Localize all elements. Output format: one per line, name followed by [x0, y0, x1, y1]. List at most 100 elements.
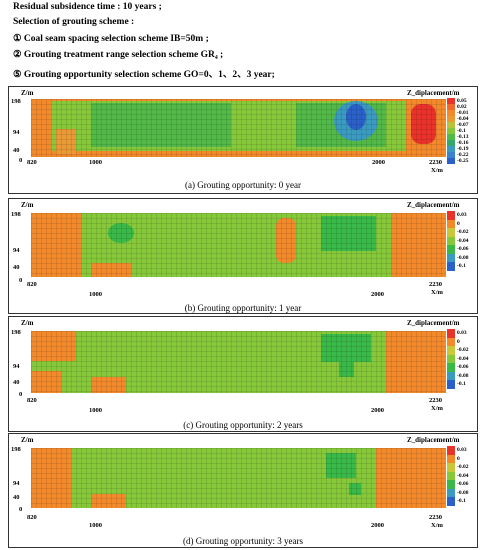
colorbar-entry: -0.13 [447, 134, 468, 140]
colorbar-entry: -0.1 [447, 497, 466, 506]
colorbar-swatch [447, 134, 455, 140]
colorbar-label: -0.04 [457, 116, 469, 122]
colorbar-swatch [447, 488, 455, 497]
colorbar-swatch [447, 158, 455, 164]
colorbar-label: -0.08 [457, 489, 469, 496]
colorbar-label: -0.02 [457, 464, 469, 471]
z-tick-94: 94 [13, 480, 20, 487]
colorbar-swatch [447, 371, 455, 380]
z-tick-198: 198 [11, 98, 21, 105]
x-tick-2000: 2000 [371, 291, 384, 298]
z-tick-94: 94 [13, 129, 20, 136]
z-axis-label: Z/m [21, 319, 34, 327]
z-axis-label: Z/m [21, 89, 34, 97]
colorbar-swatch [447, 245, 455, 254]
caption-a: (a) Grouting opportunity: 0 year [185, 180, 301, 190]
x-tick-2000: 2000 [372, 159, 385, 166]
colorbar-entry: -0.04 [447, 471, 469, 480]
colorbar-swatch [447, 104, 455, 110]
colorbar-label: -0.25 [457, 158, 469, 164]
colorbar-label: 0 [457, 455, 460, 462]
subsidence-time-text: Residual subsidence time : 10 years ; [13, 2, 162, 12]
colorbar-entry: -0.06 [447, 245, 468, 254]
colorbar-swatch [447, 346, 455, 355]
x-tick-1000: 1000 [89, 159, 102, 166]
x-tick-820: 820 [27, 159, 37, 166]
z-tick-40: 40 [13, 494, 20, 501]
colorbar-label: -0.04 [457, 355, 469, 362]
colorbar-title: Z_diplacement/m [407, 201, 460, 209]
colorbar-swatch [447, 128, 455, 134]
colorbar-label: -0.02 [457, 347, 469, 354]
colorbar-swatch [447, 253, 455, 262]
z-tick-0: 0 [19, 277, 23, 284]
colorbar-entry: -0.06 [447, 363, 468, 372]
colorbar-label: -0.04 [457, 472, 469, 479]
colorbar-entry: -0.01 [447, 110, 468, 116]
colorbar-label: -0.1 [457, 263, 466, 270]
colorbar-entry: 0 [447, 454, 460, 463]
colorbar-entry: 0.03 [447, 446, 467, 455]
colorbar-swatch [447, 211, 455, 220]
scheme-title: Selection of grouting scheme : [13, 17, 135, 27]
x-tick-2230: 2230 [429, 397, 442, 404]
colorbar-entry: -0.25 [447, 158, 468, 164]
contour-plot-b [31, 213, 446, 277]
colorbar-entry: -0.1 [447, 380, 466, 389]
z-axis-label: Z/m [21, 436, 34, 444]
scheme-range: ② Grouting treatment range selection sch… [13, 50, 224, 60]
panel-b: Z/m 198 94 40 0 820 1000 2000 2230 X/m Z… [8, 198, 478, 314]
colorbar-entry: 0.03 [447, 211, 467, 220]
colorbar-entry: -0.02 [447, 346, 468, 355]
x-tick-820: 820 [27, 281, 37, 288]
colorbar-entry: -0.22 [447, 152, 468, 158]
scheme-opportunity: ⑤ Grouting opportunity selection scheme … [13, 70, 275, 80]
z-tick-198: 198 [11, 446, 21, 453]
colorbar-entry: -0.1 [447, 262, 466, 271]
colorbar-swatch [447, 480, 455, 489]
colorbar-swatch [447, 98, 455, 104]
colorbar-label: -0.07 [457, 122, 469, 128]
colorbar-swatch [447, 471, 455, 480]
colorbar-swatch [447, 110, 455, 116]
x-tick-2230: 2230 [429, 281, 442, 288]
colorbar-title: Z_diplacement/m [407, 89, 460, 97]
colorbar-label: -0.08 [457, 254, 469, 261]
colorbar-swatch [447, 337, 455, 346]
caption-d: (d) Grouting opportunity: 3 years [183, 536, 303, 546]
colorbar-entry: -0.08 [447, 371, 468, 380]
colorbar-label: -0.01 [457, 110, 469, 116]
colorbar-label: -0.1 [457, 498, 466, 505]
colorbar-label: -0.22 [457, 152, 469, 158]
colorbar-swatch [447, 219, 455, 228]
colorbar-label: -0.1 [457, 128, 466, 134]
colorbar-swatch [447, 354, 455, 363]
z-tick-94: 94 [13, 363, 20, 370]
colorbar-entry: -0.04 [447, 354, 469, 363]
colorbar-swatch [447, 363, 455, 372]
x-tick-820: 820 [27, 397, 37, 404]
colorbar-label: -0.06 [457, 481, 469, 488]
colorbar-label: 0.03 [457, 330, 467, 337]
colorbar-label: -0.1 [457, 381, 466, 388]
x-tick-2000: 2000 [371, 407, 384, 414]
z-tick-40: 40 [13, 264, 20, 271]
x-axis-label: X/m [431, 289, 443, 296]
colorbar-swatch [447, 380, 455, 389]
colorbar-label: 0.03 [457, 212, 467, 219]
colorbar-entry: -0.02 [447, 228, 468, 237]
contour-plot-d [31, 448, 446, 508]
x-tick-1000: 1000 [89, 407, 102, 414]
z-tick-40: 40 [13, 379, 20, 386]
colorbar-title: Z_diplacement/m [407, 436, 460, 444]
colorbar-entry: 0 [447, 337, 460, 346]
colorbar-swatch [447, 497, 455, 506]
colorbar-entry: -0.08 [447, 488, 469, 497]
colorbar-entry: -0.04 [447, 236, 468, 245]
contour-plot-a [31, 99, 446, 157]
x-tick-1000: 1000 [89, 291, 102, 298]
colorbar-entry: -0.04 [447, 116, 468, 122]
colorbar-label: 0.02 [457, 104, 467, 110]
colorbar-entry: 0.05 [447, 98, 467, 104]
contour-plot-c [31, 331, 446, 393]
